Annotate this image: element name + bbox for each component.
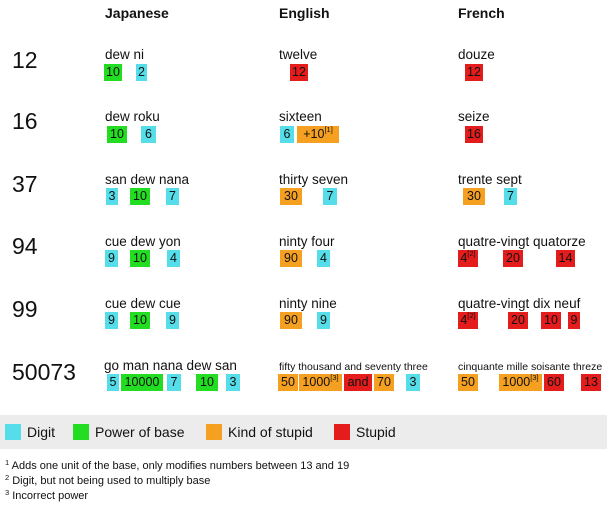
french-words: seize [458,109,490,124]
japanese-part: 3 [226,374,240,391]
footnote: 2 Digit, but not being used to multiply … [5,473,211,487]
legend-power-swatch [73,424,89,440]
footnote: 3 Incorrect power [5,488,89,502]
japanese-words: cue dew cue [105,296,181,311]
english-words: sixteen [279,109,322,124]
french-part: 60 [544,374,564,391]
english-words: ninty four [279,234,335,249]
japanese-words: san dew nana [105,172,190,187]
english-part: and [344,374,372,391]
legend-kind-label: Kind of stupid [228,424,313,440]
french-part: 20 [508,312,528,329]
english-part: 3 [406,374,420,391]
number-cell: 50073 [12,359,76,385]
japanese-part: 2 [136,64,147,81]
french-part: 4[2] [458,312,478,329]
legend-digit-swatch [5,424,21,440]
number-cell: 12 [12,47,38,73]
english-part: 1000[3] [299,374,342,391]
english-part: 7 [323,188,337,205]
japanese-part: 10 [196,374,218,391]
legend: Digit Power of base Kind of stupid Stupi… [0,415,607,449]
japanese-part: 7 [166,188,179,205]
english-part: +10[1] [297,126,339,143]
number-cell: 94 [12,233,38,259]
french-part: 20 [503,250,523,267]
french-part: 50 [458,374,478,391]
french-part: 10 [541,312,561,329]
english-part: 12 [290,64,308,81]
english-part: 70 [374,374,394,391]
japanese-words: dew roku [105,109,160,124]
english-part: 6 [280,126,294,143]
legend-stupid-swatch [334,424,350,440]
english-part: 9 [317,312,330,329]
number-cell: 37 [12,171,38,197]
japanese-part: 9 [105,250,118,267]
japanese-words: go man nana dew san [104,358,237,373]
japanese-part: 7 [167,374,181,391]
legend-stupid-label: Stupid [356,424,396,440]
french-part: 4[2] [458,250,478,267]
japanese-part: 5 [107,374,119,391]
japanese-words: dew ni [105,47,145,62]
legend-kind-swatch [206,424,222,440]
japanese-part: 3 [106,188,118,205]
number-cell: 99 [12,296,38,322]
french-part: 7 [504,188,517,205]
header-japanese: Japanese [105,5,169,21]
french-part: 13 [581,374,601,391]
french-words: quatre-vingt dix neuf [458,296,581,311]
footnote: 1 Adds one unit of the base, only modifi… [5,458,350,472]
japanese-part: 10 [130,312,150,329]
french-part: 16 [465,126,483,143]
french-words: douze [458,47,495,62]
japanese-part: 10000 [121,374,163,391]
japanese-part: 10 [130,188,150,205]
japanese-part: 9 [105,312,118,329]
japanese-part: 10 [107,126,127,143]
french-words: trente sept [458,172,522,187]
header-french: French [458,5,505,21]
japanese-words: cue dew yon [105,234,181,249]
english-words: ninty nine [279,296,337,311]
french-words: cinquante mille soisante threze [458,361,603,373]
legend-power-label: Power of base [95,424,185,440]
english-part: 50 [278,374,298,391]
legend-digit-label: Digit [27,424,56,440]
french-part: 1000[3] [499,374,542,391]
japanese-part: 9 [166,312,179,329]
english-words: thirty seven [279,172,349,187]
french-part: 30 [463,188,485,205]
french-part: 14 [556,250,575,267]
english-words: twelve [279,47,318,62]
french-part: 12 [465,64,483,81]
japanese-part: 4 [167,250,180,267]
english-part: 90 [280,250,302,267]
japanese-part: 10 [104,64,122,81]
number-cell: 16 [12,108,38,134]
english-part: 90 [280,312,302,329]
french-part: 9 [568,312,580,329]
english-words: fifty thousand and seventy three [279,361,428,373]
japanese-part: 6 [141,126,156,143]
french-words: quatre-vingt quatorze [458,234,586,249]
japanese-part: 10 [130,250,150,267]
english-part: 4 [317,250,330,267]
english-part: 30 [280,188,302,205]
header-english: English [279,5,330,21]
